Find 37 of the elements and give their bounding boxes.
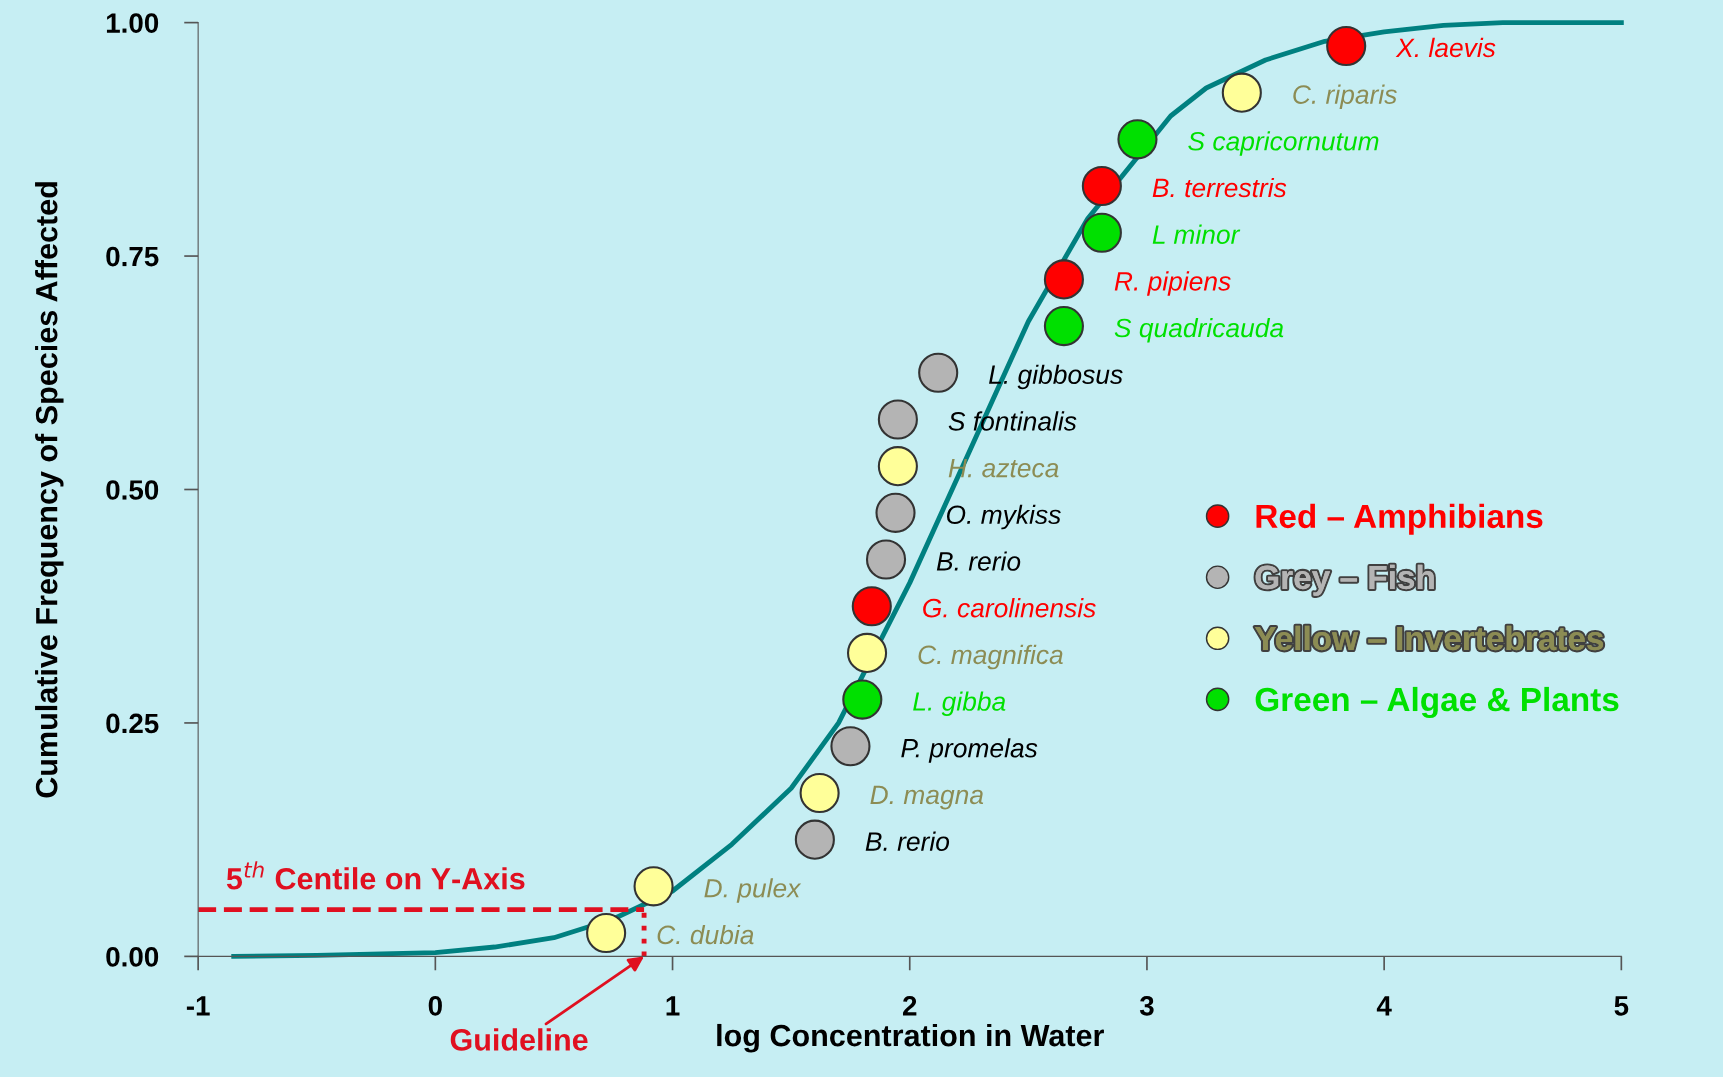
data-label: L. gibba [913, 691, 1006, 717]
legend-label: Green – Algae & Plants [1255, 686, 1619, 719]
data-label: C. magnifica [918, 644, 1063, 670]
legend-label: Yellow – Invertebrates [1254, 625, 1604, 651]
y-tick-label: 0.75 [106, 246, 159, 267]
x-tick-label: 2 [902, 996, 917, 1016]
y-tick-label: 0.00 [106, 947, 159, 967]
data-label: P. promelas [901, 738, 1038, 763]
x-tick-label: 0 [428, 996, 442, 1016]
data-label: R. pipiens [1114, 271, 1231, 296]
x-tick-label: 4 [1376, 996, 1392, 1016]
data-label: D. magna [870, 785, 984, 810]
x-axis-title: log Concentration in Water [717, 1023, 1104, 1053]
data-label: G. carolinensis [923, 598, 1096, 618]
annotation: 5$^{th}$ Centile on Y-Axis [226, 861, 525, 890]
x-tick-label: 5 [1614, 996, 1629, 1016]
x-tick-label: -1 [186, 996, 210, 1016]
data-label: X. laevis [1395, 37, 1496, 58]
legend-label: Grey – Fish [1255, 564, 1434, 596]
x-tick-label: 1 [666, 996, 680, 1016]
data-label: B. rerio [865, 831, 950, 851]
y-tick-label: 0.25 [106, 713, 159, 734]
legend-label: Red – Amphibians [1256, 503, 1543, 535]
x-tick-label: 3 [1139, 996, 1154, 1016]
y-axis-title: Cumulative Frequency of Species Affected [35, 182, 64, 798]
data-label: C. riparis [1293, 84, 1397, 110]
data-label: B. rerio [936, 551, 1021, 571]
annotation: Guideline [450, 1028, 588, 1051]
data-label: B. terrestris [1152, 177, 1287, 198]
data-label: S quadricauda [1114, 317, 1284, 343]
data-label: O. mykiss [946, 504, 1061, 530]
y-tick-label: 0.50 [106, 480, 159, 500]
y-tick-label: 1.00 [106, 13, 159, 33]
data-label: S capricornutum [1188, 131, 1379, 156]
data-label: C. dubia [657, 924, 754, 945]
data-label: L minor [1152, 224, 1241, 244]
data-label: D. pulex [704, 878, 802, 903]
